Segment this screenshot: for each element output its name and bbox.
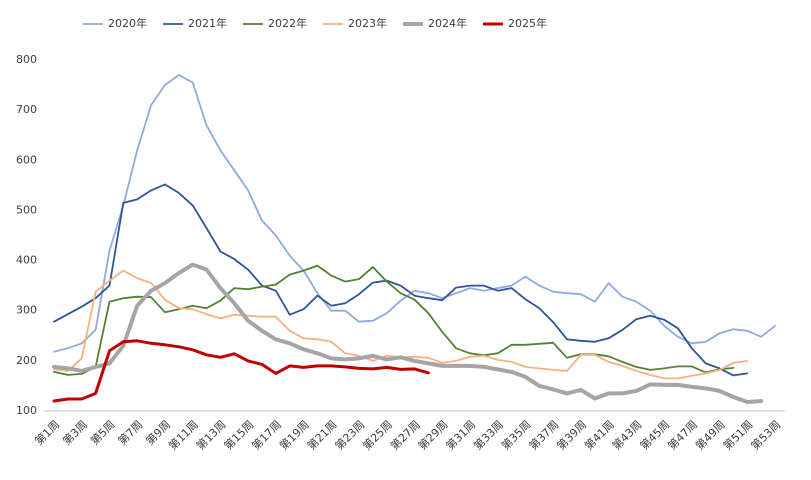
y-tick-label: 100 [16,404,37,417]
y-tick-label: 600 [16,153,37,166]
x-tick-label: 第5周 [87,417,117,447]
x-tick-label: 第49周 [692,417,727,452]
y-tick-label: 300 [16,304,37,317]
legend-label: 2020年 [108,16,147,30]
x-tick-label: 第29周 [415,417,450,452]
x-tick-label: 第21周 [304,417,339,452]
x-tick-label: 第33周 [471,417,506,452]
x-tick-label: 第3周 [60,417,90,447]
legend-label: 2022年 [268,16,307,30]
x-tick-label: 第13周 [193,417,228,452]
x-tick-label: 第53周 [748,417,783,452]
legend-label: 2024年 [428,16,467,30]
x-tick-label: 第43周 [609,417,644,452]
x-tick-label: 第17周 [249,417,284,452]
series-line [52,262,764,404]
x-tick-label: 第41周 [582,417,617,452]
y-tick-label: 200 [16,354,37,367]
x-tick-label: 第15周 [221,417,256,452]
y-tick-label: 400 [16,254,37,267]
y-tick-label: 700 [16,103,37,116]
series-line [52,339,430,403]
x-tick-label: 第47周 [665,417,700,452]
x-tick-label: 第19周 [276,417,311,452]
series-line [53,264,735,376]
x-tick-label: 第45周 [637,417,672,452]
x-tick-label: 第1周 [32,417,62,447]
x-tick-label: 第39周 [554,417,589,452]
x-tick-label: 第27周 [387,417,422,452]
series-line [53,74,776,353]
x-tick-label: 第7周 [115,417,145,447]
x-tick-label: 第31周 [443,417,478,452]
x-tick-label: 第25周 [360,417,395,452]
legend-label: 2023年 [348,16,387,30]
series-line [53,183,749,377]
y-tick-label: 500 [16,203,37,216]
x-tick-label: 第23周 [332,417,367,452]
x-tick-label: 第51周 [720,417,755,452]
y-tick-label: 800 [16,53,37,66]
x-tick-label: 第37周 [526,417,561,452]
x-tick-label: 第11周 [166,417,201,452]
x-tick-label: 第35周 [498,417,533,452]
legend-label: 2021年 [188,16,227,30]
legend-label: 2025年 [508,16,547,30]
